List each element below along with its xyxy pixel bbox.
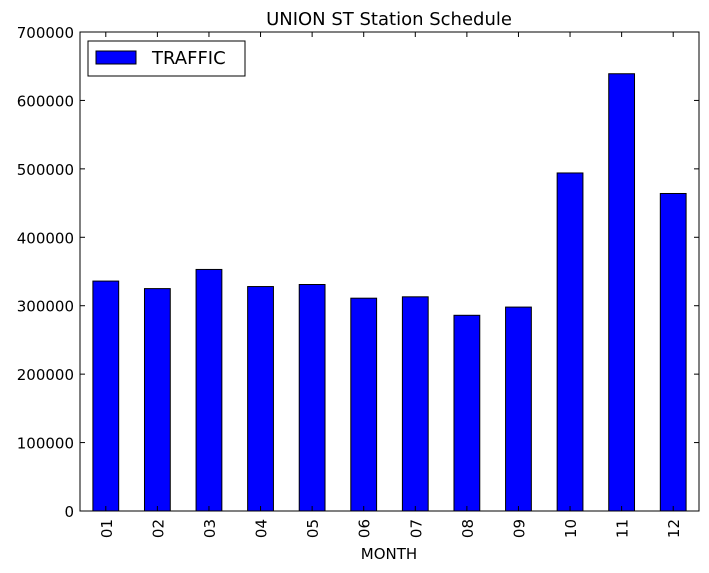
x-tick-label: 02 bbox=[149, 519, 167, 538]
y-tick-label: 400000 bbox=[17, 229, 74, 247]
legend-label-traffic: TRAFFIC bbox=[151, 48, 226, 69]
bar-08 bbox=[453, 314, 481, 512]
y-tick-label: 700000 bbox=[17, 24, 74, 42]
y-tick-label: 500000 bbox=[17, 161, 74, 179]
x-tick-label: 08 bbox=[459, 519, 477, 538]
x-tick-label: 12 bbox=[665, 519, 683, 538]
bars-group bbox=[92, 73, 687, 512]
bar-12 bbox=[659, 192, 687, 512]
x-tick-label: 01 bbox=[98, 519, 116, 538]
x-tick-label: 06 bbox=[356, 519, 374, 538]
legend-swatch bbox=[95, 50, 137, 65]
y-tick-label: 600000 bbox=[17, 92, 74, 110]
bar-06 bbox=[350, 297, 378, 512]
y-tick-label: 200000 bbox=[17, 366, 74, 384]
bar-01 bbox=[92, 280, 120, 512]
x-axis: 01 02 03 04 05 06 07 08 09 10 11 12 bbox=[98, 32, 683, 538]
legend: TRAFFIC bbox=[87, 40, 246, 77]
plot-frame bbox=[79, 31, 700, 512]
chart-title: UNION ST Station Schedule bbox=[266, 9, 512, 30]
bar-09 bbox=[505, 306, 532, 512]
bar-04 bbox=[247, 286, 274, 512]
legend-box bbox=[87, 40, 246, 77]
x-tick-label: 07 bbox=[407, 519, 425, 538]
bar-05 bbox=[298, 284, 326, 512]
bar-02 bbox=[143, 288, 171, 512]
bar-03 bbox=[195, 268, 223, 512]
bar-10 bbox=[556, 172, 584, 512]
x-tick-label: 05 bbox=[304, 519, 322, 538]
x-tick-label: 03 bbox=[201, 519, 219, 538]
bar-07 bbox=[401, 296, 429, 512]
x-tick-label: 10 bbox=[562, 519, 580, 538]
y-axis: 0 100000 200000 300000 400000 500000 600000 700… bbox=[17, 24, 699, 521]
x-axis-label: MONTH bbox=[361, 545, 417, 563]
y-tick-label: 100000 bbox=[17, 435, 74, 453]
x-tick-label: 04 bbox=[253, 519, 271, 538]
y-tick-label: 0 bbox=[64, 503, 74, 521]
x-tick-label: 09 bbox=[510, 519, 528, 538]
x-tick-label: 11 bbox=[614, 519, 632, 538]
y-tick-label: 300000 bbox=[17, 298, 74, 316]
bar-11 bbox=[608, 73, 636, 512]
